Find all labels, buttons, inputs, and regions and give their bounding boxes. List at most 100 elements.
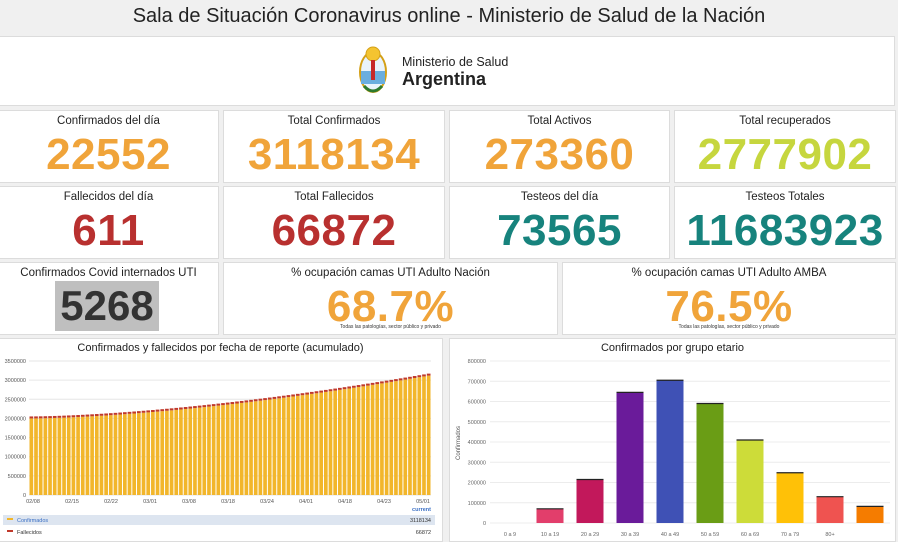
legend-value: 3118134 (410, 518, 431, 524)
bar-confirmados (328, 391, 333, 495)
stat-label: Fallecidos del día (63, 191, 154, 203)
chart-title: Confirmados por grupo etario (600, 342, 745, 354)
stat-value: 76.5% (665, 282, 793, 331)
bar-confirmados (202, 407, 207, 495)
bar-fallecidos (202, 405, 207, 408)
bar-confirmados (333, 390, 338, 495)
bar-confirmados (211, 406, 216, 495)
chart-title: Confirmados y fallecidos por fecha de re… (77, 342, 364, 354)
x-tick-label: 0 a 9 (504, 532, 516, 538)
bar-confirmados (225, 404, 230, 495)
bar-confirmados (249, 401, 253, 495)
bar-fallecidos (207, 404, 211, 407)
bar-fallecidos (249, 399, 253, 402)
bar-fallecidos (323, 389, 328, 392)
bar-fallecidos (342, 387, 347, 390)
bar-confirmados (277, 398, 281, 495)
bar-fallecidos (295, 393, 300, 396)
bar-grupo-etario (736, 439, 764, 523)
stat-confirmados-dia: Confirmados del día 22552 (0, 110, 219, 183)
bar-fallecidos (169, 408, 174, 411)
page-title: Sala de Situación Coronavirus online - M… (132, 5, 766, 27)
ministry-logo: Ministerio de Salud Argentina (354, 42, 534, 102)
bar-confirmados (398, 380, 403, 495)
bar-confirmados (38, 418, 43, 495)
bar-fallecidos (356, 385, 361, 388)
bar-fallecidos (174, 407, 179, 410)
chart-acumulado: Confirmados y fallecidos por fecha de re… (0, 338, 443, 542)
stat-uti-nacion: % ocupación camas UTI Adulto Nación 68.7… (223, 262, 558, 335)
bar-confirmados (34, 418, 38, 495)
stat-note: Todas las patologías, sector público y p… (340, 324, 441, 330)
bar-fallecidos (412, 376, 417, 379)
bar-confirmados (132, 413, 137, 495)
bar-confirmados (356, 387, 361, 495)
bar-confirmados (48, 418, 52, 495)
bar-confirmados (160, 411, 165, 495)
bar-confirmados (305, 394, 309, 495)
bar-confirmados (127, 413, 132, 495)
bar-confirmados (384, 382, 389, 495)
stat-label: Total Confirmados (287, 115, 381, 127)
bar-fallecidos (239, 400, 244, 403)
bar-confirmados (76, 417, 80, 495)
bar-fallecidos (375, 382, 380, 385)
bar-fallecidos (426, 373, 431, 376)
bar-fallecidos (417, 375, 422, 378)
bar-fallecidos (253, 399, 258, 402)
y-tick-label: 2000000 (5, 416, 26, 422)
bar-fallecidos (333, 388, 338, 391)
logo-subtitle: Ministerio de Salud (402, 54, 509, 69)
bar-grupo-etario (776, 472, 804, 523)
y-tick-label: 400000 (468, 440, 486, 446)
bar-confirmados (71, 417, 76, 495)
bar-fallecidos (52, 415, 57, 418)
bar-grupo-etario (576, 479, 604, 523)
bar-confirmados (239, 402, 244, 495)
stat-value: 3118134 (247, 130, 421, 179)
bar-confirmados (342, 389, 347, 495)
legend-label: Confirmados (17, 518, 48, 524)
bar-confirmados (122, 414, 127, 495)
bar-fallecidos (193, 406, 197, 409)
bar-confirmados (412, 378, 417, 495)
bar-confirmados (221, 405, 225, 495)
bar-fallecidos (221, 403, 225, 406)
y-tick-label: 0 (23, 493, 26, 499)
y-axis-label: Confirmados (456, 426, 462, 460)
stat-value: 73565 (497, 206, 622, 255)
bar-confirmados (417, 377, 422, 495)
bar-confirmados (146, 412, 151, 495)
bar-confirmados (244, 402, 249, 495)
bar-confirmados (309, 393, 314, 495)
bar-fallecidos (235, 401, 239, 404)
bar-fallecidos (366, 383, 370, 386)
stat-label: % ocupación camas UTI Adulto AMBA (631, 267, 827, 279)
bar-fallecidos (146, 410, 151, 413)
bar-fallecidos (132, 411, 137, 414)
y-tick-label: 800000 (468, 359, 486, 365)
bar-grupo-etario (536, 508, 564, 523)
bar-confirmados (422, 376, 426, 495)
bar-fallecidos (305, 392, 309, 395)
bar-fallecidos (216, 403, 221, 406)
bar-confirmados (267, 399, 272, 495)
bar-fallecidos (338, 387, 342, 390)
y-tick-label: 300000 (468, 460, 486, 466)
x-tick-label: 03/18 (221, 499, 235, 505)
bar-fallecidos (38, 416, 43, 419)
x-tick-label: 40 a 49 (661, 532, 679, 538)
bar-fallecidos (29, 416, 34, 419)
y-tick-label: 500000 (468, 420, 486, 426)
bar-confirmados (193, 408, 197, 495)
bar-confirmados (188, 408, 193, 495)
bar-fallecidos (66, 415, 71, 418)
stat-value: 5268 (55, 281, 159, 331)
stat-note: Todas las patologías, sector público y p… (678, 324, 780, 330)
stat-total-fallecidos: Total Fallecidos 66872 (223, 186, 445, 259)
bar-confirmados (207, 406, 211, 495)
bar-fallecidos (76, 415, 80, 418)
stat-value: 22552 (46, 130, 171, 179)
bar-grupo-etario (656, 380, 684, 523)
bar-fallecidos (113, 412, 118, 415)
